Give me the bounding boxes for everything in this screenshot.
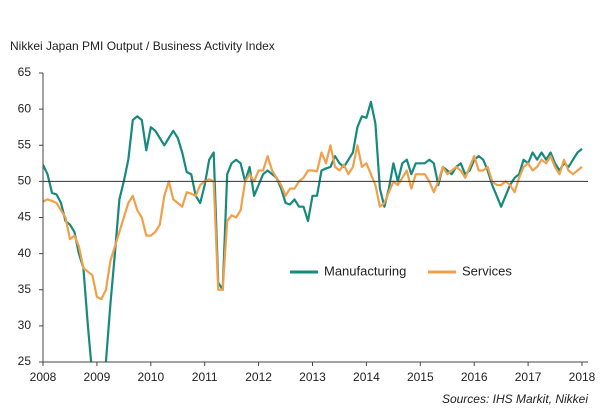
x-tick-label: 2009: [84, 370, 111, 384]
x-tick-label: 2017: [515, 370, 542, 384]
y-tick-label: 45: [18, 210, 32, 224]
y-tick-label: 65: [18, 65, 32, 79]
x-tick-label: 2010: [137, 370, 164, 384]
series-line: [43, 100, 583, 362]
y-tick-label: 25: [18, 354, 32, 368]
y-tick-label: 50: [18, 174, 32, 188]
plot-area: [43, 100, 583, 362]
x-tick-label: 2016: [461, 370, 488, 384]
source-note: Sources: IHS Markit, Nikkei: [442, 392, 588, 406]
x-tick-label: 2008: [30, 370, 57, 384]
y-tick-label: 30: [18, 318, 32, 332]
x-tick-label: 2011: [192, 370, 218, 384]
legend-label: Manufacturing: [324, 263, 406, 278]
x-tick-label: 2012: [245, 370, 272, 384]
legend-label: Services: [462, 263, 512, 278]
y-tick-label: 35: [18, 282, 32, 296]
x-tick-label: 2018: [569, 370, 596, 384]
y-tick-label: 55: [18, 137, 32, 151]
x-tick-label: 2014: [353, 370, 380, 384]
x-tick-label: 2015: [407, 370, 434, 384]
y-tick-label: 60: [18, 101, 32, 115]
chart-title: Nikkei Japan PMI Output / Business Activ…: [10, 39, 275, 53]
y-tick-label: 40: [18, 246, 32, 260]
x-tick-label: 2013: [299, 370, 326, 384]
